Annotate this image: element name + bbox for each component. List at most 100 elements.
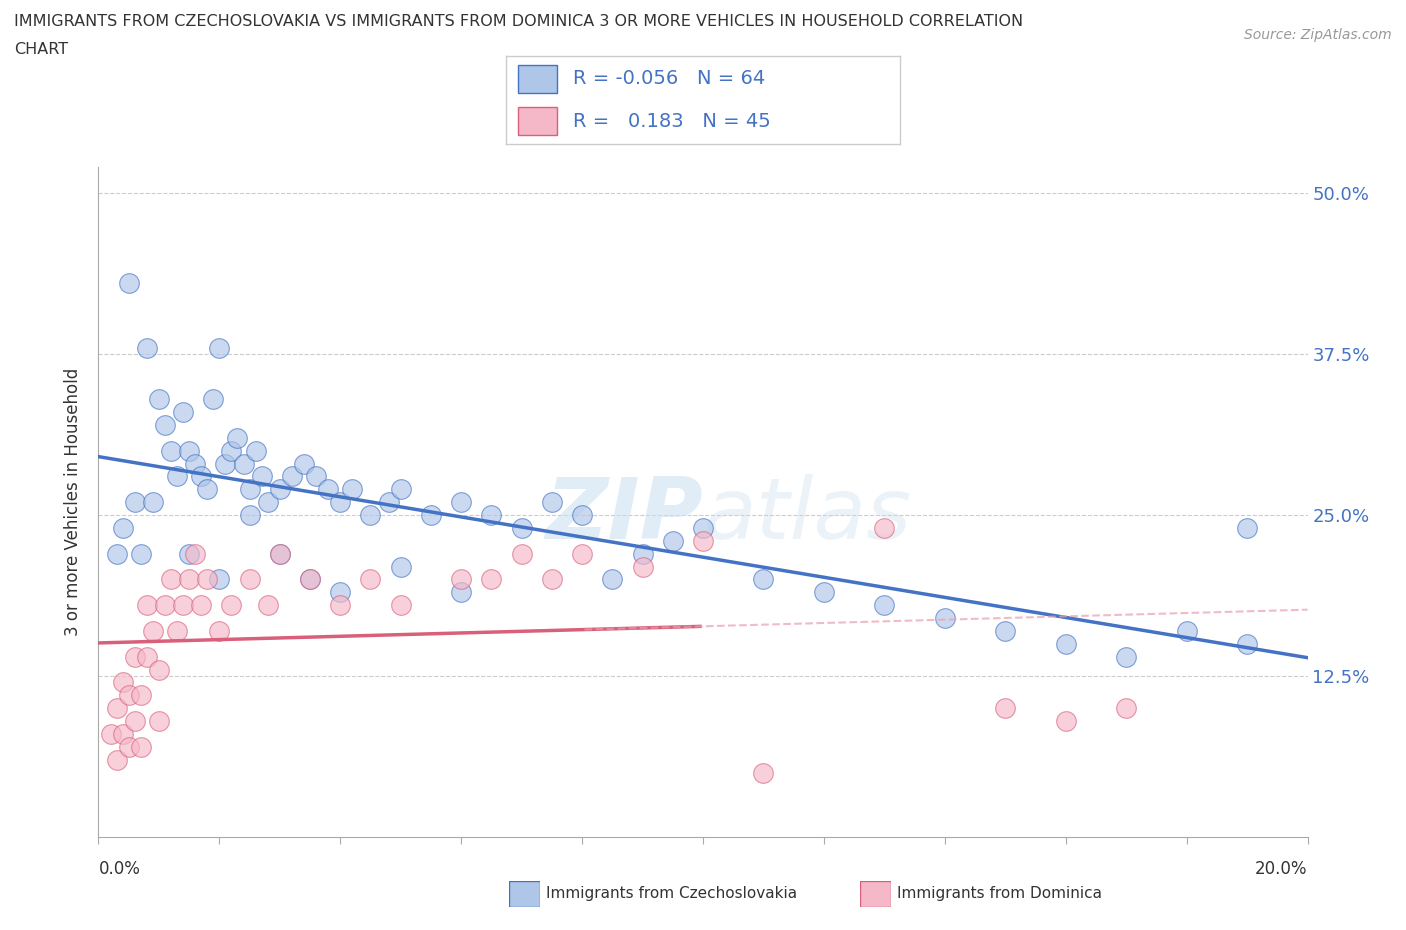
Text: CHART: CHART <box>14 42 67 57</box>
Point <box>142 623 165 638</box>
Point <box>135 340 157 355</box>
Point <box>299 572 322 587</box>
Point <box>450 572 472 587</box>
Point <box>873 521 896 536</box>
Point <box>239 572 262 587</box>
Point <box>752 765 775 780</box>
Point <box>994 623 1017 638</box>
Point <box>389 559 412 574</box>
Point <box>184 456 207 471</box>
Text: 0.0%: 0.0% <box>98 860 141 878</box>
Point <box>148 392 170 406</box>
Y-axis label: 3 or more Vehicles in Household: 3 or more Vehicles in Household <box>65 368 83 636</box>
Point <box>148 713 170 728</box>
Point <box>190 598 212 613</box>
Point <box>481 572 503 587</box>
Point <box>377 495 399 510</box>
Point <box>105 752 128 767</box>
Point <box>540 572 562 587</box>
Point <box>135 598 157 613</box>
Point <box>692 521 714 536</box>
Point <box>190 469 212 484</box>
Point <box>269 546 291 561</box>
Point <box>124 713 146 728</box>
Point <box>329 585 352 600</box>
Point <box>118 688 141 703</box>
Point <box>179 546 201 561</box>
Point <box>195 482 218 497</box>
Point <box>118 739 141 754</box>
Text: ZIP: ZIP <box>546 474 703 557</box>
Point <box>221 598 243 613</box>
Text: Source: ZipAtlas.com: Source: ZipAtlas.com <box>1244 28 1392 42</box>
Point <box>602 572 624 587</box>
Point <box>153 418 176 432</box>
Point <box>873 598 896 613</box>
Point <box>245 444 267 458</box>
Point <box>135 649 157 664</box>
Point <box>100 726 122 741</box>
Point <box>153 598 176 613</box>
Point <box>360 508 382 523</box>
Point <box>208 623 231 638</box>
Point <box>752 572 775 587</box>
Point <box>226 431 249 445</box>
Point <box>160 444 183 458</box>
Point <box>1236 521 1258 536</box>
Point <box>269 546 291 561</box>
Point <box>389 598 412 613</box>
Text: R = -0.056   N = 64: R = -0.056 N = 64 <box>574 69 765 88</box>
Point <box>111 675 134 690</box>
Point <box>1054 636 1077 651</box>
Point <box>195 572 218 587</box>
Point <box>1115 701 1137 716</box>
Point <box>1054 713 1077 728</box>
Point <box>124 649 146 664</box>
Point <box>179 572 201 587</box>
Text: IMMIGRANTS FROM CZECHOSLOVAKIA VS IMMIGRANTS FROM DOMINICA 3 OR MORE VEHICLES IN: IMMIGRANTS FROM CZECHOSLOVAKIA VS IMMIGR… <box>14 14 1024 29</box>
Point <box>129 688 152 703</box>
Point <box>166 623 188 638</box>
Point <box>148 662 170 677</box>
Point <box>124 495 146 510</box>
Point <box>389 482 412 497</box>
Point <box>172 405 194 419</box>
Point <box>250 469 273 484</box>
Point <box>316 482 339 497</box>
Point <box>214 456 236 471</box>
Point <box>813 585 835 600</box>
Point <box>631 546 654 561</box>
Point <box>239 482 262 497</box>
Point <box>172 598 194 613</box>
Point <box>202 392 225 406</box>
Point <box>510 546 533 561</box>
Point <box>129 546 152 561</box>
Point <box>105 546 128 561</box>
Point <box>540 495 562 510</box>
Point <box>329 598 352 613</box>
Point <box>129 739 152 754</box>
Text: R =   0.183   N = 45: R = 0.183 N = 45 <box>574 112 770 131</box>
Point <box>450 585 472 600</box>
Point <box>1236 636 1258 651</box>
Point <box>1115 649 1137 664</box>
Point <box>510 521 533 536</box>
Point <box>142 495 165 510</box>
Point <box>232 456 254 471</box>
Point <box>111 726 134 741</box>
Point <box>269 482 291 497</box>
Point <box>631 559 654 574</box>
Bar <box>517 65 557 93</box>
Point <box>662 534 685 549</box>
Point <box>239 508 262 523</box>
Point <box>292 456 315 471</box>
Point <box>179 444 201 458</box>
Point <box>450 495 472 510</box>
Point <box>256 495 278 510</box>
Point <box>305 469 328 484</box>
Point <box>420 508 443 523</box>
Point <box>360 572 382 587</box>
Point <box>571 546 593 561</box>
Point <box>166 469 188 484</box>
Point <box>299 572 322 587</box>
